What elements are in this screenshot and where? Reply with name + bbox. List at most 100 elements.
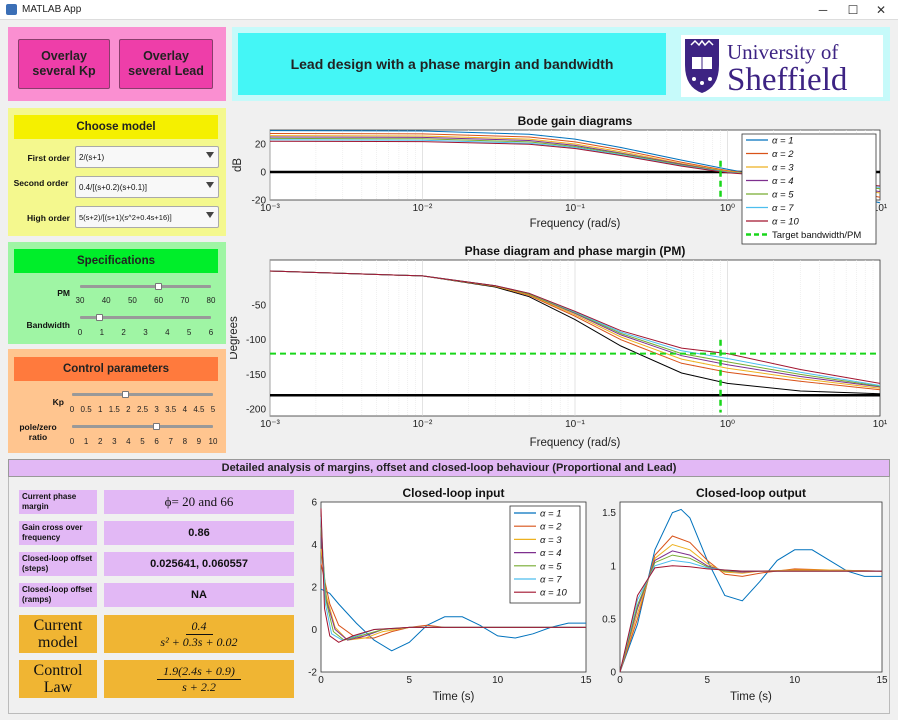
high-order-label: High order	[27, 213, 70, 223]
model-panel: Choose model First order 2/(s+1) Second …	[8, 108, 226, 236]
legend-label: α = 3	[540, 535, 562, 546]
slider-tick-label: 1	[97, 405, 103, 414]
overlay-kp-button[interactable]: Overlay several Kp	[18, 39, 110, 89]
maximize-button[interactable]: ☐	[847, 3, 859, 17]
x-tick-label: 10⁻³	[260, 419, 280, 430]
x-tick-label: 0	[318, 675, 324, 686]
slider-tick-label: 6	[154, 437, 159, 446]
specs-panel: Specifications PM 30 40 50 60 70 80 Bandwidth…	[8, 242, 226, 344]
phase-curve	[269, 270, 881, 384]
ratio-slider[interactable]	[72, 425, 213, 428]
output-curve	[619, 565, 882, 673]
y-tick-label: -150	[246, 370, 266, 381]
x-tick-label: 10⁰	[720, 203, 735, 214]
x-tick-label: 0	[617, 675, 623, 686]
x-tick-label: 10⁻²	[413, 419, 433, 430]
second-order-label: Second order	[13, 178, 69, 188]
y-tick-label: 0	[610, 668, 616, 679]
x-tick-label: 10¹	[873, 203, 888, 214]
slider-tick-label: 2	[126, 405, 131, 414]
law-numerator: 1.9(2.4s + 0.9)	[157, 664, 241, 680]
legend-label: α = 7	[540, 575, 562, 586]
legend-label: α = 5	[540, 561, 562, 572]
y-tick-label: 0	[260, 168, 266, 179]
slider-tick-label: 1	[99, 328, 105, 337]
y-tick-label: -50	[252, 301, 267, 312]
slider-tick-label: 3	[143, 328, 148, 337]
y-tick-label: 2	[311, 583, 317, 594]
x-tick-label: 10	[789, 675, 801, 686]
x-axis-label: Frequency (rad/s)	[530, 437, 621, 449]
slider-tick-label: 3	[154, 405, 159, 414]
legend-label: α = 1	[540, 509, 562, 520]
input-curve	[320, 588, 586, 652]
minimize-button[interactable]: ─	[818, 3, 828, 17]
logo-line1: University of	[727, 40, 838, 64]
ratio-slider-thumb[interactable]	[153, 423, 161, 430]
y-tick-label: 6	[311, 498, 317, 509]
phase-margin-label: Current phase margin	[19, 490, 97, 514]
slider-tick-label: 0	[77, 328, 83, 337]
chevron-down-icon	[206, 152, 214, 158]
kp-slider-thumb[interactable]	[122, 391, 130, 398]
control-law-formula: 1.9(2.4s + 0.9) s + 2.2	[104, 660, 294, 698]
slider-tick-label: 7	[168, 437, 173, 446]
bandwidth-tick-labels: 0 1 2 3 4 5 6	[77, 328, 213, 338]
y-tick-label: -200	[246, 405, 266, 416]
control-law-label: Control Law	[19, 660, 97, 698]
current-model-label: Current model	[19, 615, 97, 653]
y-tick-label: 1	[610, 561, 616, 572]
slider-tick-label: 4	[165, 328, 170, 337]
second-order-dropdown[interactable]: 0.4/[(s+0.2)(s+0.1)]	[75, 176, 219, 198]
university-logo: University of Sheffield	[681, 35, 883, 98]
x-axis-label: Time (s)	[730, 691, 772, 703]
slider-tick-label: 50	[127, 296, 137, 305]
bandwidth-slider-thumb[interactable]	[96, 314, 104, 321]
second-order-value: 0.4/[(s+0.2)(s+0.1)]	[79, 182, 148, 192]
first-order-value: 2/(s+1)	[79, 152, 105, 162]
bandwidth-label: Bandwidth	[26, 320, 70, 330]
window-titlebar: MATLAB App ─ ☐ ✕	[0, 0, 898, 20]
x-axis-label: Frequency (rad/s)	[530, 218, 621, 230]
pm-slider-thumb[interactable]	[155, 283, 163, 290]
bode-plots: Bode gain diagrams Frequency (rad/s) dB 10⁻…	[230, 114, 888, 449]
gain-crossover-value: 0.86	[104, 521, 294, 545]
input-curve	[320, 508, 586, 643]
x-tick-label: 10⁰	[720, 419, 735, 430]
analysis-header: Detailed analysis of margins, offset and…	[8, 459, 890, 477]
gain-crossover-label: Gain cross over frequency	[19, 521, 97, 545]
law-denominator: s + 2.2	[182, 679, 216, 694]
overlay-panel: Overlay several Kp Overlay several Lead	[8, 27, 226, 101]
x-tick-label: 10¹	[873, 419, 888, 430]
legend-label: α = 2	[772, 149, 794, 160]
slider-tick-label: 80	[206, 296, 216, 305]
input-legend	[509, 505, 581, 604]
kp-slider[interactable]	[72, 393, 213, 396]
bode-legend	[741, 133, 877, 245]
banner-panel: Lead design with a phase margin and band…	[232, 27, 890, 101]
kp-label: Kp	[52, 397, 64, 407]
chevron-down-icon	[206, 182, 214, 188]
offset-steps-value: 0.025641, 0.060557	[104, 552, 294, 576]
slider-tick-label: 60	[154, 296, 164, 305]
bandwidth-slider[interactable]	[80, 316, 211, 319]
overlay-lead-button[interactable]: Overlay several Lead	[119, 39, 213, 89]
slider-tick-label: 4.5	[193, 405, 205, 414]
slider-tick-label: 8	[182, 437, 188, 446]
slider-tick-label: 3.5	[165, 405, 177, 414]
model-header: Choose model	[14, 115, 218, 139]
first-order-dropdown[interactable]: 2/(s+1)	[75, 146, 219, 168]
control-panel: Control parameters Kp 0 0.5 1 1.5 2 2.5 3 3.5 4 4…	[8, 349, 226, 453]
y-tick-label: -20	[252, 196, 267, 207]
close-button[interactable]: ✕	[875, 3, 887, 17]
high-order-dropdown[interactable]: 5(s+2)/[(s+1)(s^2+0.4s+16)]	[75, 206, 219, 228]
chart-title: Bode gain diagrams	[518, 114, 633, 128]
chart-title: Closed-loop output	[696, 486, 806, 500]
legend-label: Target bandwidth/PM	[772, 230, 861, 241]
shield-crest-icon: University of Sheffield	[685, 39, 848, 98]
slider-tick-label: 70	[180, 296, 190, 305]
slider-tick-label: 9	[196, 437, 202, 446]
control-header: Control parameters	[14, 357, 218, 381]
pm-slider[interactable]	[80, 285, 211, 288]
